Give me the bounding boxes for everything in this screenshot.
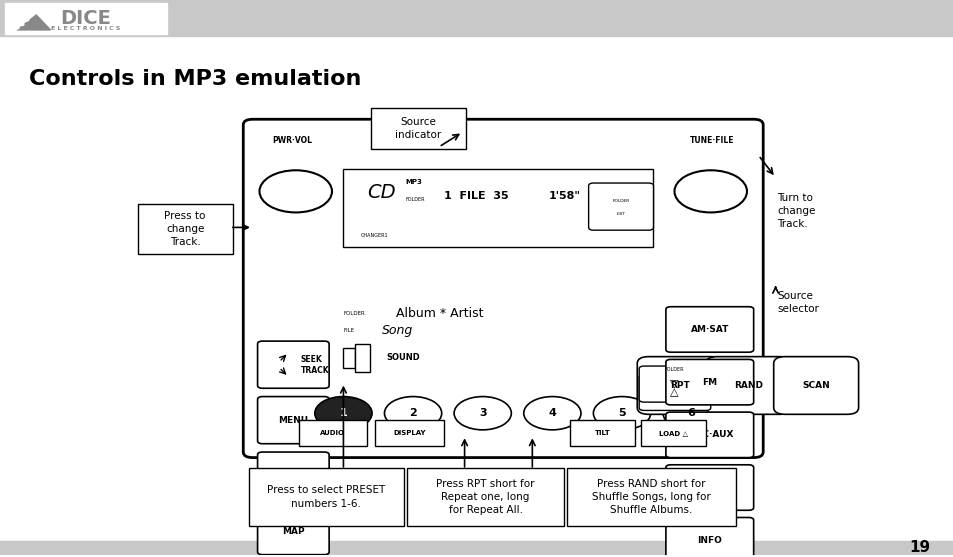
Text: SEEK: SEEK — [301, 355, 322, 364]
FancyBboxPatch shape — [138, 203, 233, 254]
Text: 19: 19 — [908, 540, 929, 555]
FancyBboxPatch shape — [639, 374, 710, 411]
FancyBboxPatch shape — [665, 359, 753, 405]
FancyBboxPatch shape — [243, 119, 762, 458]
Bar — [570, 420, 635, 447]
Bar — [0, 541, 953, 555]
Text: 1  FILE  35: 1 FILE 35 — [443, 192, 508, 201]
Text: DISPLAY: DISPLAY — [393, 430, 425, 436]
Bar — [0, 0, 953, 36]
Circle shape — [15, 27, 19, 29]
FancyBboxPatch shape — [639, 366, 710, 402]
Text: TRACK: TRACK — [301, 366, 330, 375]
Text: MAP: MAP — [282, 526, 304, 536]
Circle shape — [593, 397, 650, 430]
Circle shape — [674, 170, 746, 212]
FancyBboxPatch shape — [665, 412, 753, 458]
Bar — [298, 420, 367, 447]
Text: Press RAND short for
Shuffle Songs, long for
Shuffle Albums.: Press RAND short for Shuffle Songs, long… — [592, 479, 710, 515]
Text: 6: 6 — [687, 408, 695, 418]
Bar — [640, 420, 705, 447]
Text: LOAD △: LOAD △ — [659, 430, 687, 436]
Polygon shape — [17, 15, 51, 30]
Circle shape — [314, 397, 372, 430]
Text: LIST: LIST — [616, 212, 625, 216]
FancyBboxPatch shape — [705, 356, 790, 414]
Text: Press to
change
Track.: Press to change Track. — [164, 211, 206, 247]
Text: RPT: RPT — [669, 381, 689, 390]
Text: TILT: TILT — [595, 430, 610, 436]
Bar — [5, 3, 167, 35]
FancyBboxPatch shape — [566, 468, 736, 526]
FancyBboxPatch shape — [588, 183, 653, 230]
Circle shape — [384, 397, 441, 430]
FancyBboxPatch shape — [371, 108, 465, 149]
FancyBboxPatch shape — [665, 517, 753, 557]
Text: E L E C T R O N I C S: E L E C T R O N I C S — [51, 26, 120, 31]
Text: 3: 3 — [478, 408, 486, 418]
Text: AM·SAT: AM·SAT — [690, 325, 728, 334]
Text: MP3: MP3 — [405, 179, 422, 185]
Text: FOLDER: FOLDER — [343, 311, 365, 316]
FancyBboxPatch shape — [257, 397, 329, 444]
Text: DEST: DEST — [280, 471, 306, 480]
Text: AUDIO: AUDIO — [320, 430, 345, 436]
Text: DICE: DICE — [60, 9, 112, 28]
FancyBboxPatch shape — [257, 341, 329, 388]
Circle shape — [523, 397, 580, 430]
Text: △: △ — [670, 387, 678, 397]
Text: 5: 5 — [618, 408, 625, 418]
FancyBboxPatch shape — [773, 356, 858, 414]
Circle shape — [25, 19, 29, 21]
Text: SCAN: SCAN — [695, 483, 723, 492]
FancyBboxPatch shape — [665, 307, 753, 352]
Text: FOLDER: FOLDER — [612, 199, 629, 203]
Circle shape — [20, 23, 24, 26]
Text: ▽: ▽ — [670, 379, 678, 389]
Text: INFO: INFO — [697, 536, 721, 545]
Circle shape — [259, 170, 332, 212]
Bar — [343, 169, 653, 247]
Text: FILE: FILE — [343, 328, 355, 333]
Text: 2: 2 — [409, 408, 416, 418]
Text: Source
selector: Source selector — [777, 291, 819, 314]
Text: 1'58": 1'58" — [548, 192, 580, 201]
FancyBboxPatch shape — [249, 468, 404, 526]
Text: PWR·VOL: PWR·VOL — [272, 136, 312, 145]
Text: SCAN: SCAN — [801, 381, 829, 390]
Text: Controls in MP3 emulation: Controls in MP3 emulation — [29, 69, 360, 89]
Text: FM: FM — [701, 378, 717, 387]
Bar — [375, 420, 443, 447]
Text: FOLDER: FOLDER — [405, 197, 424, 202]
FancyBboxPatch shape — [637, 356, 721, 414]
Bar — [343, 348, 355, 368]
Text: Press RPT short for
Repeat one, long
for Repeat All.: Press RPT short for Repeat one, long for… — [436, 479, 535, 515]
Text: Turn to
change
Track.: Turn to change Track. — [777, 193, 815, 229]
Text: SOUND: SOUND — [386, 353, 419, 362]
FancyBboxPatch shape — [257, 507, 329, 555]
FancyBboxPatch shape — [665, 465, 753, 510]
FancyBboxPatch shape — [407, 468, 563, 526]
Text: Song: Song — [381, 324, 413, 336]
Circle shape — [662, 397, 720, 430]
Text: RAND: RAND — [733, 381, 762, 390]
Text: MENU: MENU — [278, 416, 308, 424]
Text: Press to select PRESET
numbers 1-6.: Press to select PRESET numbers 1-6. — [267, 485, 385, 509]
Text: DISC·AUX: DISC·AUX — [685, 431, 733, 439]
Text: Source
indicator: Source indicator — [395, 116, 440, 140]
Text: 1: 1 — [339, 408, 347, 418]
Text: Album * Artist: Album * Artist — [395, 307, 483, 320]
Polygon shape — [355, 344, 370, 372]
Text: 4: 4 — [548, 408, 556, 418]
Circle shape — [454, 397, 511, 430]
Text: FOLDER: FOLDER — [664, 367, 683, 372]
Text: TUNE·FILE: TUNE·FILE — [689, 136, 734, 145]
Text: CD: CD — [367, 183, 395, 202]
Text: CHANGER1: CHANGER1 — [360, 233, 388, 238]
FancyBboxPatch shape — [257, 452, 329, 499]
